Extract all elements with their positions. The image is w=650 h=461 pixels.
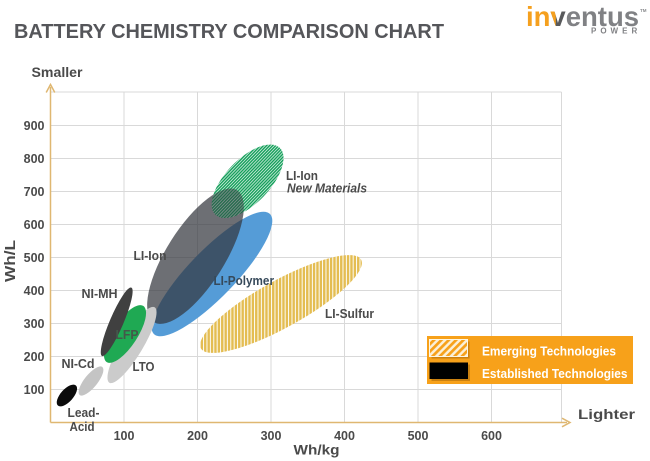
svg-text:700: 700 xyxy=(24,185,45,199)
svg-text:LI-Polymer: LI-Polymer xyxy=(214,273,275,288)
svg-text:600: 600 xyxy=(481,429,502,443)
svg-text:v: v xyxy=(550,1,566,32)
svg-text:400: 400 xyxy=(24,284,45,298)
svg-text:100: 100 xyxy=(24,383,45,397)
svg-text:Lighter: Lighter xyxy=(578,407,636,422)
svg-text:NI-Cd: NI-Cd xyxy=(62,357,95,371)
svg-text:Lead-: Lead- xyxy=(68,406,100,420)
svg-text:500: 500 xyxy=(408,429,429,443)
svg-text:in: in xyxy=(526,1,550,32)
svg-text:LTO: LTO xyxy=(133,359,155,374)
svg-text:LI-Ion: LI-Ion xyxy=(286,168,318,183)
svg-text:200: 200 xyxy=(187,429,208,443)
svg-text:300: 300 xyxy=(24,317,45,331)
svg-text:New Materials: New Materials xyxy=(287,181,367,196)
svg-text:v: v xyxy=(550,1,566,32)
svg-text:POWER: POWER xyxy=(591,27,641,36)
svg-text:500: 500 xyxy=(24,251,45,265)
svg-text:Wh/kg: Wh/kg xyxy=(294,443,340,458)
svg-text:NI-MH: NI-MH xyxy=(82,287,118,301)
svg-text:Smaller: Smaller xyxy=(32,65,84,80)
svg-text:LFP: LFP xyxy=(116,327,139,342)
svg-text:BATTERY CHEMISTRY COMPARISON C: BATTERY CHEMISTRY COMPARISON CHART xyxy=(14,21,444,43)
svg-text:Emerging Technologies: Emerging Technologies xyxy=(482,344,616,359)
svg-text:entus: entus xyxy=(566,1,639,32)
svg-text:100: 100 xyxy=(114,429,135,443)
svg-text:200: 200 xyxy=(24,350,45,364)
svg-text:400: 400 xyxy=(334,429,355,443)
svg-text:900: 900 xyxy=(24,119,45,133)
svg-text:Wh/L: Wh/L xyxy=(3,240,19,282)
svg-text:LI-Ion: LI-Ion xyxy=(134,248,167,263)
svg-text:Established Technologies: Established Technologies xyxy=(482,366,628,381)
svg-text:LI-Sulfur: LI-Sulfur xyxy=(325,306,374,321)
svg-text:300: 300 xyxy=(261,429,282,443)
svg-text:TM: TM xyxy=(640,8,647,13)
svg-text:800: 800 xyxy=(24,152,45,166)
svg-text:Acid: Acid xyxy=(70,420,95,434)
svg-text:600: 600 xyxy=(24,218,45,232)
